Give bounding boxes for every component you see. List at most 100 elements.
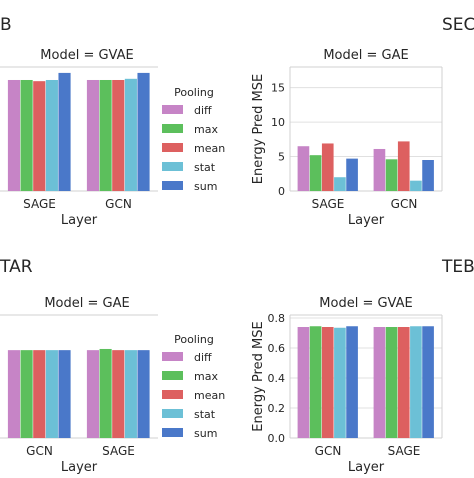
bar-stat-sage	[124, 350, 137, 438]
legend-label-mean: mean	[194, 389, 225, 402]
bar-max-gcn	[20, 350, 33, 438]
legend-bottom: Pooling diff max mean stat sum	[162, 333, 225, 440]
bar-max-sage	[309, 155, 322, 191]
legend-swatch-diff	[162, 352, 183, 361]
legend-swatch-mean	[162, 390, 183, 399]
y-tick-label: 10	[271, 116, 285, 129]
chart-title: Model = GVAE	[40, 48, 133, 63]
x-tick-label: SAGE	[312, 197, 345, 211]
chart-bottom-left: Model = GAE GCN SAGE Layer	[0, 296, 158, 475]
legend-swatch-stat	[162, 409, 183, 418]
bar-mean-sage	[33, 81, 46, 191]
x-tick-label: SAGE	[388, 444, 421, 458]
bar-sum-sage	[422, 326, 434, 438]
y-tick-label: 0.2	[268, 402, 286, 415]
bar-max-gcn	[385, 159, 398, 191]
bar-max-sage	[99, 348, 112, 438]
bar-mean-sage	[112, 350, 125, 438]
bar-diff-gcn	[373, 148, 386, 191]
bar-max-sage	[385, 327, 398, 438]
x-tick-label: GCN	[315, 444, 342, 458]
legend-title: Pooling	[174, 86, 214, 99]
bar-mean-sage	[397, 327, 410, 438]
chart-title: Model = GAE	[44, 296, 129, 311]
chart-top-left: Model = GVAE SAGE GCN Layer	[0, 48, 158, 228]
legend-swatch-stat	[162, 162, 183, 171]
page-label-bottom-right: TEB	[441, 257, 474, 277]
bar-stat-sage	[410, 326, 422, 438]
bar-sum-gcn	[346, 326, 358, 438]
legend-label-max: max	[194, 370, 218, 383]
bar-stat-gcn	[334, 327, 346, 438]
bar-diff-gcn	[86, 79, 100, 191]
bar-diff-gcn	[297, 327, 310, 438]
legend-swatch-max	[162, 124, 183, 133]
legend-label-diff: diff	[194, 104, 212, 117]
chart-title: Model = GAE	[323, 48, 408, 63]
x-axis-label: Layer	[61, 213, 98, 228]
bar-diff-sage	[86, 350, 100, 438]
bar-max-gcn	[99, 79, 112, 191]
bar-sum-gcn	[137, 72, 150, 191]
bar-mean-gcn	[397, 141, 410, 191]
y-tick-label: 0.0	[268, 432, 286, 445]
legend-title: Pooling	[174, 333, 214, 346]
chart-top-right: Model = GAE 0 5 10 15 SAGE GCN Layer Energy Pred…	[251, 48, 443, 228]
bar-stat-sage	[45, 79, 58, 191]
y-axis-label: Energy Pred MSE	[251, 321, 266, 431]
legend-label-diff: diff	[194, 351, 212, 364]
x-tick-label: GCN	[26, 444, 53, 458]
chart-title: Model = GVAE	[319, 296, 412, 311]
y-tick-label: 0.6	[268, 342, 286, 355]
legend-swatch-sum	[162, 181, 183, 190]
bar-diff-gcn	[7, 350, 21, 438]
bar-stat-gcn	[410, 180, 422, 191]
bar-mean-gcn	[112, 79, 125, 191]
page-label-bottom-left: TAR	[0, 257, 33, 277]
x-axis-label: Layer	[348, 213, 385, 228]
y-tick-label: 0	[278, 185, 285, 198]
bar-diff-sage	[373, 327, 386, 438]
bar-mean-sage	[321, 143, 334, 191]
y-tick-label: 15	[271, 82, 285, 95]
y-tick-label: 5	[278, 151, 285, 164]
page-label-top-left: B	[0, 15, 12, 35]
legend-swatch-sum	[162, 428, 183, 437]
bar-diff-sage	[297, 146, 310, 191]
legend-label-stat: stat	[194, 408, 216, 421]
page-label-top-right: SEC	[442, 15, 474, 35]
x-axis-label: Layer	[348, 460, 385, 474]
bar-stat-gcn	[124, 78, 137, 191]
x-tick-label: GCN	[391, 197, 418, 211]
y-tick-label: 0.4	[268, 372, 286, 385]
x-axis-label: Layer	[61, 460, 98, 474]
bar-diff-sage	[7, 79, 21, 191]
x-tick-label: SAGE	[23, 197, 56, 211]
bar-sum-gcn	[58, 350, 71, 438]
legend-swatch-diff	[162, 105, 183, 114]
bar-sum-gcn	[422, 160, 434, 191]
legend-swatch-mean	[162, 143, 183, 152]
y-tick-label: 0.8	[268, 312, 286, 325]
legend-label-sum: sum	[194, 427, 217, 440]
bar-sum-sage	[58, 72, 71, 191]
legend-label-max: max	[194, 123, 218, 136]
y-axis-label: Energy Pred MSE	[251, 74, 266, 184]
bar-max-gcn	[309, 326, 322, 438]
bar-sum-sage	[346, 158, 358, 191]
legend-label-sum: sum	[194, 180, 217, 193]
bar-sum-sage	[137, 350, 150, 438]
bar-stat-sage	[334, 177, 346, 191]
bar-stat-gcn	[45, 350, 58, 438]
bar-mean-gcn	[33, 350, 46, 438]
legend-label-stat: stat	[194, 161, 216, 174]
bar-max-sage	[20, 79, 33, 191]
x-tick-label: SAGE	[102, 444, 135, 458]
legend-label-mean: mean	[194, 142, 225, 155]
bar-mean-gcn	[321, 327, 334, 438]
legend-swatch-max	[162, 371, 183, 380]
legend-top: Pooling diff max mean stat sum	[162, 86, 225, 193]
